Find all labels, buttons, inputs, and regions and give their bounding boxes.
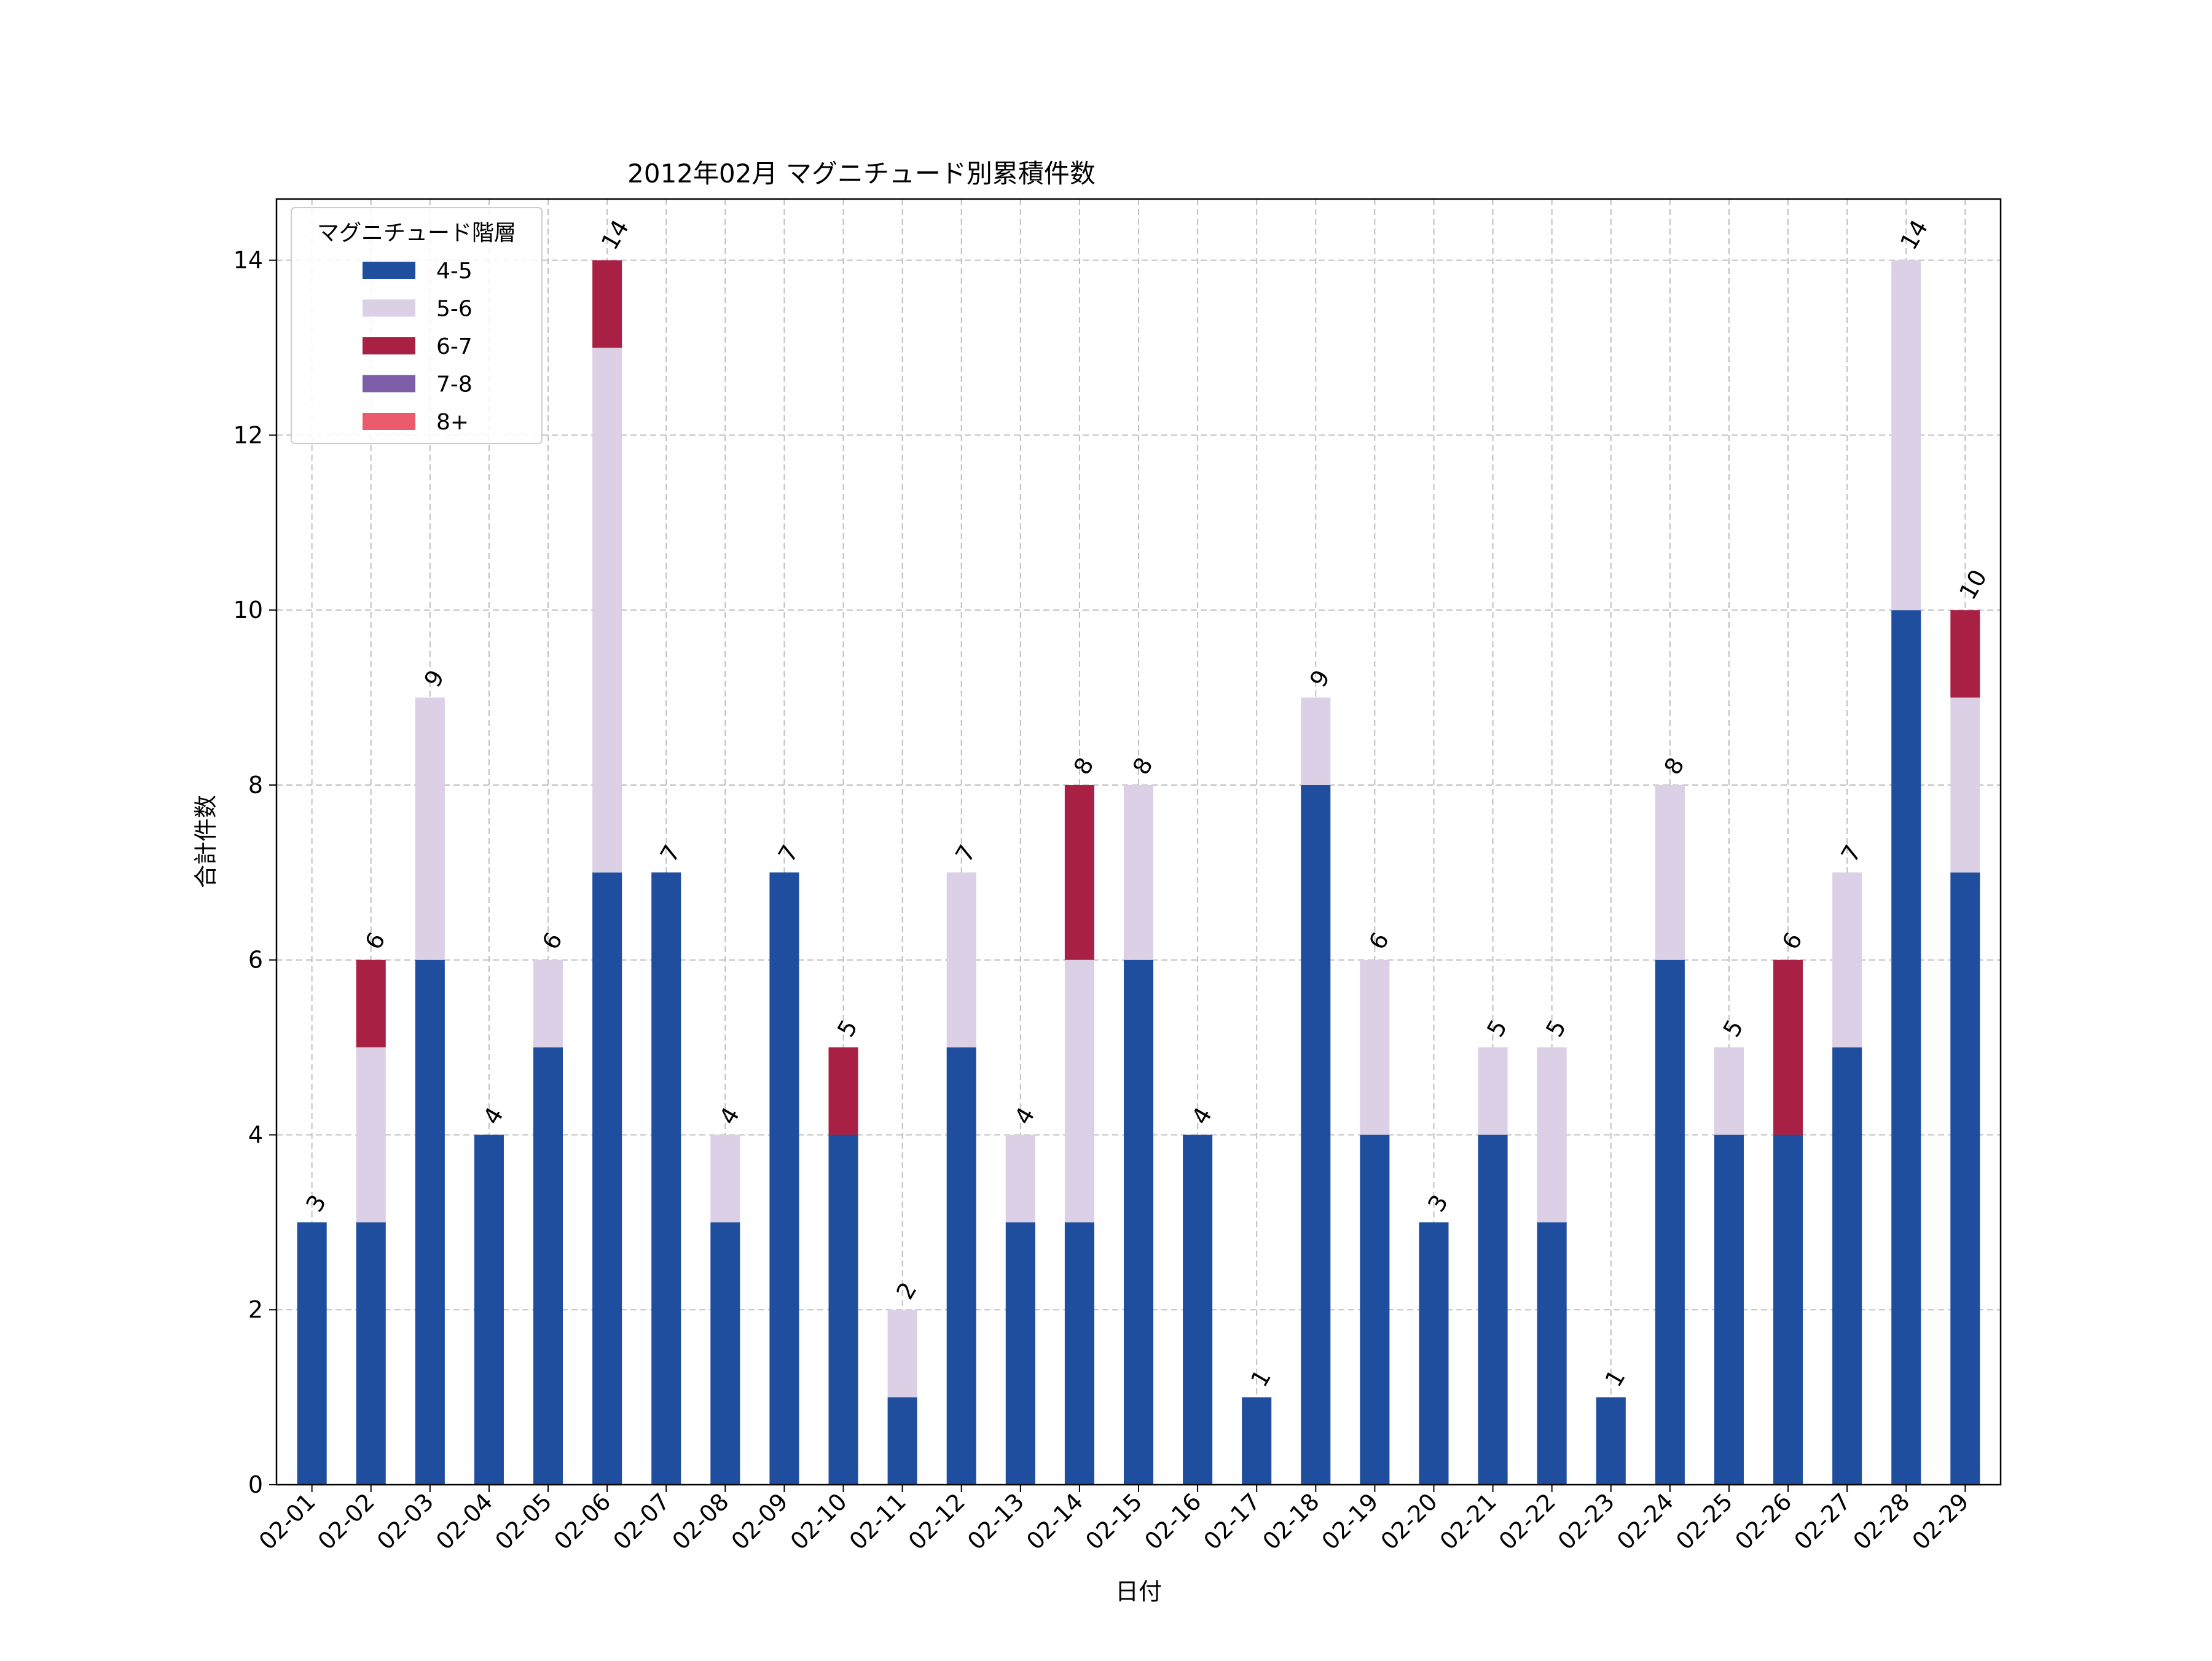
legend-label: 5-6 — [436, 297, 473, 322]
bar-segment — [887, 1310, 917, 1397]
bar-segment — [1714, 1135, 1744, 1485]
x-axis-label: 日付 — [1115, 1578, 1162, 1605]
bar-segment — [592, 348, 622, 873]
bar-segment — [1478, 1047, 1508, 1135]
y-tick-label: 10 — [233, 596, 263, 623]
bar-segment — [592, 872, 622, 1485]
bar-segment — [1596, 1397, 1626, 1485]
bar-segment — [1950, 697, 1980, 873]
bar-segment — [1773, 959, 1803, 1135]
y-axis: 0 2 4 6 8 10 12 14 — [233, 247, 276, 1498]
bar-segment — [592, 260, 622, 348]
bar-segment — [946, 1047, 976, 1485]
legend-label: 4-5 — [436, 259, 473, 284]
y-tick-label: 2 — [248, 1296, 263, 1323]
bar-segment — [828, 1047, 858, 1135]
bars — [297, 260, 1980, 1485]
legend: マグニチュード階層 4-5 5-6 6-7 7-8 8+ — [291, 207, 543, 444]
bar-segment — [1478, 1135, 1508, 1485]
bar-segment — [1064, 959, 1094, 1222]
legend-swatch — [363, 262, 415, 279]
bar-segment — [651, 872, 681, 1485]
bar-segment — [1832, 872, 1862, 1048]
bar-segment — [887, 1397, 917, 1485]
bar-segment — [1360, 959, 1390, 1135]
bar-segment — [710, 1135, 740, 1222]
bar-segment — [1832, 1047, 1862, 1485]
bar-segment — [356, 959, 386, 1048]
bar-segment — [1360, 1135, 1390, 1485]
y-tick-label: 12 — [233, 421, 263, 448]
legend-swatch — [363, 375, 415, 393]
bar-segment — [1419, 1222, 1449, 1485]
legend-title: マグニチュード階層 — [317, 221, 516, 246]
bar-segment — [356, 1047, 386, 1222]
bar-segment — [1123, 784, 1154, 960]
bar-segment — [1005, 1222, 1035, 1485]
bar-segment — [356, 1222, 386, 1485]
bar-segment — [1655, 784, 1685, 960]
bar-segment — [1242, 1397, 1272, 1485]
bar-segment — [710, 1222, 740, 1485]
legend-swatch — [363, 413, 415, 430]
bar-segment — [1537, 1047, 1567, 1222]
bar-segment — [1950, 872, 1980, 1485]
bar-segment — [828, 1135, 858, 1485]
bar-segment — [1891, 260, 1921, 611]
bar-segment — [533, 1047, 563, 1485]
legend-swatch — [363, 337, 415, 354]
bar-segment — [1005, 1135, 1035, 1222]
y-axis-label: 合計件数 — [192, 795, 219, 888]
bar-segment — [1064, 1222, 1094, 1485]
bar-segment — [769, 872, 799, 1485]
bar-segment — [533, 959, 563, 1048]
bar-segment — [297, 1222, 327, 1485]
bar-segment — [1064, 784, 1094, 960]
legend-label: 6-7 — [436, 334, 473, 359]
legend-swatch — [363, 299, 415, 317]
chart-title: 2012年02月 マグニチュード別累積件数 — [627, 158, 1096, 189]
bar-segment — [1123, 959, 1154, 1485]
legend-frame — [291, 207, 543, 444]
bar-segment — [1773, 1135, 1803, 1485]
y-tick-label: 14 — [233, 247, 263, 274]
bar-segment — [1891, 610, 1921, 1485]
bar-segment — [415, 959, 445, 1485]
y-tick-label: 6 — [248, 947, 263, 974]
bar-segment — [1655, 959, 1685, 1485]
bar-segment — [946, 872, 976, 1048]
legend-label: 7-8 — [436, 372, 473, 397]
y-tick-label: 4 — [248, 1121, 263, 1148]
bar-segment — [1301, 697, 1331, 785]
bar-segment — [1950, 610, 1980, 698]
bar-segment — [1183, 1135, 1213, 1485]
bar-segment — [1714, 1047, 1744, 1135]
bar-segment — [474, 1135, 504, 1485]
bar-segment — [415, 697, 445, 960]
bar-segment — [1537, 1222, 1567, 1485]
bar-segment — [1301, 784, 1331, 1485]
y-tick-label: 8 — [248, 772, 263, 799]
legend-label: 8+ — [436, 410, 469, 435]
y-tick-label: 0 — [248, 1471, 263, 1498]
